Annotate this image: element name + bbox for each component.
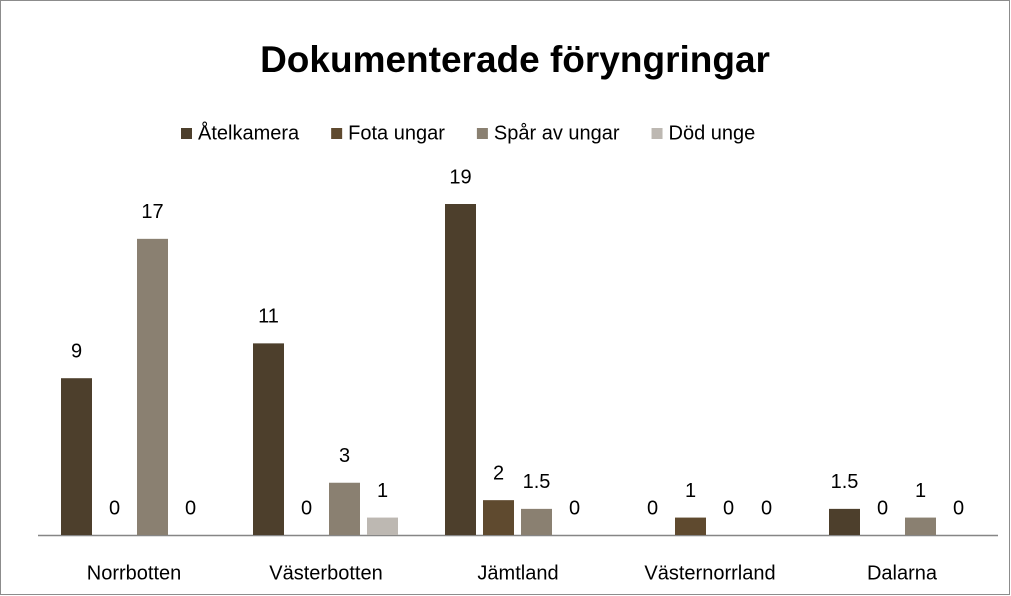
data-label: 0 xyxy=(301,497,312,519)
bar xyxy=(521,508,552,535)
x-tick-label: Norrbotten xyxy=(87,562,182,584)
data-label: 1.5 xyxy=(831,471,859,493)
x-tick-label: Västerbotten xyxy=(269,562,382,584)
bar xyxy=(829,508,860,535)
data-label: 0 xyxy=(953,497,964,519)
x-tick-label: Västernorrland xyxy=(644,562,775,584)
data-label: 0 xyxy=(569,497,580,519)
data-label: 9 xyxy=(71,340,82,362)
data-label: 1 xyxy=(377,480,388,502)
legend-label: Död unge xyxy=(669,122,756,144)
bar xyxy=(367,517,398,535)
legend-label: Åtelkamera xyxy=(198,121,300,144)
data-label: 0 xyxy=(761,497,772,519)
data-label: 11 xyxy=(258,306,279,328)
bar xyxy=(483,500,514,535)
data-label: 0 xyxy=(647,497,658,519)
legend-swatch xyxy=(651,128,663,139)
data-label: 17 xyxy=(141,201,163,223)
bar xyxy=(675,517,706,535)
data-label: 1.5 xyxy=(523,471,551,493)
data-label: 19 xyxy=(449,166,471,188)
data-label: 0 xyxy=(877,497,888,519)
data-label: 0 xyxy=(723,497,734,519)
legend-swatch xyxy=(476,128,488,139)
legend-swatch xyxy=(331,128,343,139)
legend-swatch xyxy=(181,128,192,139)
data-label: 3 xyxy=(339,445,350,467)
data-label: 0 xyxy=(109,497,120,519)
bar xyxy=(137,238,168,535)
bar xyxy=(253,343,284,535)
data-label: 1 xyxy=(915,480,926,502)
x-tick-label: Dalarna xyxy=(867,562,938,584)
data-label: 2 xyxy=(493,462,504,484)
data-label: 1 xyxy=(685,480,696,502)
bar xyxy=(445,204,476,535)
bar xyxy=(61,378,92,535)
bar xyxy=(905,517,936,535)
legend-label: Fota ungar xyxy=(348,122,445,144)
legend-label: Spår av ungar xyxy=(494,122,620,144)
chart-title: Dokumenterade föryngringar xyxy=(260,39,770,80)
data-label: 0 xyxy=(185,497,196,519)
bar xyxy=(329,482,360,535)
x-tick-label: Jämtland xyxy=(477,562,558,584)
